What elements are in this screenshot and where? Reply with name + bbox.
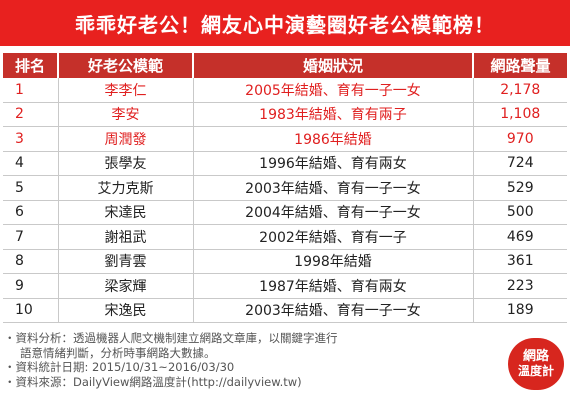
table-header-row: 排名 好老公模範 婚姻狀況 網路聲量 bbox=[3, 53, 567, 78]
status-cell: 1987年結婚、育有兩女 bbox=[193, 273, 474, 299]
table-row: 6 宋達民 2004年結婚、育有一子一女 500 bbox=[3, 200, 567, 225]
note-source: ・資料來源：DailyView網路溫度計(http://dailyview.tw… bbox=[4, 374, 302, 389]
status-cell: 2003年結婚、育有一子一女 bbox=[193, 175, 474, 201]
rank-cell: 10 bbox=[3, 298, 59, 323]
name-cell: 李安 bbox=[58, 102, 194, 127]
rank-cell: 1 bbox=[3, 78, 59, 103]
name-cell: 謝祖武 bbox=[58, 224, 194, 250]
rank-cell: 9 bbox=[3, 273, 59, 299]
name-cell: 宋達民 bbox=[58, 200, 194, 225]
name-cell: 艾力克斯 bbox=[58, 175, 194, 201]
status-cell: 2005年結婚、育有一子一女 bbox=[193, 78, 474, 103]
table-row: 8 劉青雲 1998年結婚 361 bbox=[3, 249, 567, 274]
header-status: 婚姻狀況 bbox=[193, 53, 474, 78]
name-cell: 宋逸民 bbox=[58, 298, 194, 323]
table-row: 4 張學友 1996年結婚、育有兩女 724 bbox=[3, 151, 567, 176]
rank-cell: 7 bbox=[3, 224, 59, 250]
rank-cell: 4 bbox=[3, 151, 59, 176]
volume-cell: 970 bbox=[473, 126, 567, 152]
status-cell: 1996年結婚、育有兩女 bbox=[193, 151, 474, 176]
status-cell: 2002年結婚、育有一子 bbox=[193, 224, 474, 250]
logo-text-1: 網路 bbox=[522, 349, 549, 364]
volume-cell: 724 bbox=[473, 151, 567, 176]
rank-cell: 6 bbox=[3, 200, 59, 225]
volume-cell: 500 bbox=[473, 200, 567, 225]
table-row: 7 謝祖武 2002年結婚、育有一子 469 bbox=[3, 224, 567, 250]
name-cell: 梁家輝 bbox=[58, 273, 194, 299]
page-title: 乖乖好老公！網友心中演藝圈好老公模範榜！ bbox=[0, 0, 570, 46]
rank-cell: 2 bbox=[3, 102, 59, 127]
header-name: 好老公模範 bbox=[58, 53, 194, 78]
footnotes: ・資料分析：透過機器人爬文機制建立網路文章庫，以關鍵字進行 語意情緒判斷，分析時… bbox=[4, 331, 504, 389]
table-row: 2 李安 1983年結婚、育有兩子 1,108 bbox=[3, 102, 567, 127]
status-cell: 2003年結婚、育有一子一女 bbox=[193, 298, 474, 323]
name-cell: 劉青雲 bbox=[58, 249, 194, 274]
status-cell: 1983年結婚、育有兩子 bbox=[193, 102, 474, 127]
table-row: 9 梁家輝 1987年結婚、育有兩女 223 bbox=[3, 273, 567, 299]
volume-cell: 469 bbox=[473, 224, 567, 250]
table-row: 5 艾力克斯 2003年結婚、育有一子一女 529 bbox=[3, 175, 567, 201]
rank-cell: 3 bbox=[3, 126, 59, 152]
header-volume: 網路聲量 bbox=[473, 53, 567, 78]
volume-cell: 529 bbox=[473, 175, 567, 201]
table-row: 1 李李仁 2005年結婚、育有一子一女 2,178 bbox=[3, 78, 567, 103]
rank-cell: 8 bbox=[3, 249, 59, 274]
volume-cell: 2,178 bbox=[473, 78, 567, 103]
volume-cell: 223 bbox=[473, 273, 567, 299]
status-cell: 1986年結婚 bbox=[193, 126, 474, 152]
table-row: 10 宋逸民 2003年結婚、育有一子一女 189 bbox=[3, 298, 567, 323]
status-cell: 1998年結婚 bbox=[193, 249, 474, 274]
volume-cell: 361 bbox=[473, 249, 567, 274]
rank-cell: 5 bbox=[3, 175, 59, 201]
header-rank: 排名 bbox=[3, 53, 59, 78]
volume-cell: 1,108 bbox=[473, 102, 567, 127]
logo-text-2: 溫度計 bbox=[517, 364, 554, 378]
note-analysis-cont: 語意情緒判斷，分析時事網路大數據。 bbox=[20, 345, 216, 360]
note-date-range: ・資料統計日期: 2015/10/31~2016/03/30 bbox=[4, 360, 235, 374]
name-cell: 周潤發 bbox=[58, 126, 194, 152]
name-cell: 李李仁 bbox=[58, 78, 194, 103]
status-cell: 2004年結婚、育有一子一女 bbox=[193, 200, 474, 225]
volume-cell: 189 bbox=[473, 298, 567, 323]
table-row: 3 周潤發 1986年結婚 970 bbox=[3, 126, 567, 152]
dailyview-logo: 網路 溫度計 bbox=[508, 338, 564, 390]
note-analysis: ・資料分析：透過機器人爬文機制建立網路文章庫，以關鍵字進行 bbox=[4, 331, 338, 345]
ranking-table: 排名 好老公模範 婚姻狀況 網路聲量 1 李李仁 2005年結婚、育有一子一女 2,1… bbox=[3, 53, 567, 323]
name-cell: 張學友 bbox=[58, 151, 194, 176]
